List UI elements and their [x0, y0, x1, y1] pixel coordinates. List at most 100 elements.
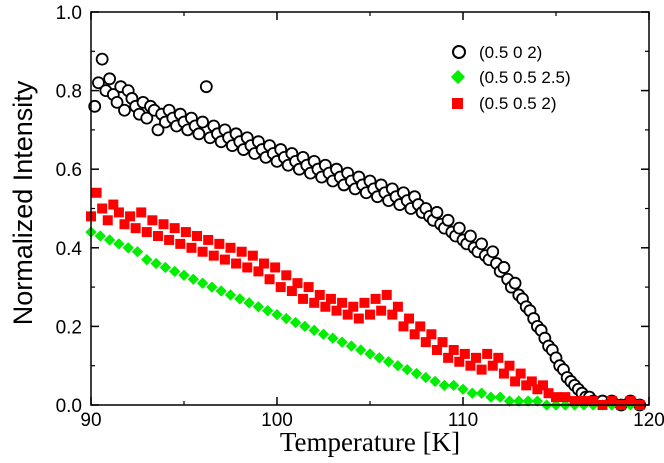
data-point-05052 [264, 274, 275, 285]
data-point-050525 [364, 348, 376, 360]
data-point-05052 [376, 305, 387, 316]
data-point-0502 [452, 221, 466, 235]
data-point-05052 [359, 297, 370, 308]
data-point-050525 [150, 257, 162, 270]
data-point-05052 [487, 360, 498, 371]
data-point-05052 [415, 321, 426, 332]
data-point-05052 [537, 380, 548, 391]
data-point-05052 [409, 329, 420, 340]
data-point-050525 [159, 261, 172, 274]
x-tick-label: 90 [80, 410, 101, 431]
data-point-05052 [214, 238, 225, 249]
data-point-05052 [420, 337, 431, 348]
data-point-05052 [348, 301, 359, 312]
data-point-05052 [387, 309, 398, 320]
data-point-05052 [219, 254, 230, 265]
y-tick-label: 0.0 [56, 396, 82, 417]
legend-marker-green-diamond [450, 69, 466, 85]
data-point-050525 [234, 293, 246, 305]
x-tick-label: 100 [261, 410, 293, 431]
data-point-05052 [454, 356, 465, 367]
data-point-050525 [131, 246, 144, 258]
data-point-0502 [140, 111, 154, 125]
data-point-050525 [262, 305, 274, 317]
data-point-05052 [136, 207, 147, 218]
data-point-050525 [355, 344, 367, 356]
data-point-0502 [464, 229, 477, 243]
data-point-050525 [206, 281, 218, 293]
data-point-05052 [459, 348, 470, 359]
data-point-05052 [125, 211, 136, 222]
data-point-05052 [203, 234, 214, 245]
legend-marker-open-circle [452, 45, 466, 59]
data-point-05052 [543, 388, 554, 399]
data-point-050525 [169, 265, 181, 278]
data-point-05052 [197, 246, 208, 257]
data-point-05052 [448, 344, 459, 355]
data-point-05052 [169, 223, 180, 234]
data-point-050525 [345, 340, 358, 352]
data-point-0502 [508, 276, 522, 290]
data-point-0502 [103, 72, 116, 86]
legend-marker-red-square [452, 98, 463, 109]
data-point-050525 [457, 383, 469, 395]
tick-labels: 90 100 110 120 0.0 0.2 0.4 0.6 0.8 1.0 [56, 3, 664, 431]
data-point-05052 [141, 227, 152, 238]
data-point-05052 [247, 250, 258, 261]
data-point-05052 [398, 321, 409, 332]
data-point-050525 [401, 363, 413, 376]
data-point-050525 [196, 277, 209, 289]
data-point-05052 [97, 203, 108, 214]
data-point-05052 [236, 246, 247, 257]
data-point-05052 [337, 297, 348, 308]
data-point-05052 [331, 305, 342, 316]
data-point-050525 [252, 301, 265, 313]
data-point-0502 [486, 245, 500, 259]
data-point-05052 [309, 297, 320, 308]
data-point-05052 [510, 376, 521, 387]
data-point-05052 [147, 215, 158, 226]
data-point-05052 [258, 258, 269, 269]
data-point-05052 [102, 215, 113, 226]
data-point-05052 [431, 344, 442, 355]
data-point-05052 [225, 242, 236, 253]
data-point-05052 [370, 293, 381, 304]
data-point-050525 [392, 360, 404, 372]
data-point-05052 [569, 396, 580, 407]
data-point-05052 [303, 282, 314, 293]
data-point-050525 [373, 352, 385, 364]
data-point-0502 [497, 261, 511, 274]
data-point-05052 [578, 396, 589, 407]
data-point-05052 [242, 262, 253, 273]
data-point-050525 [420, 371, 432, 384]
data-point-05052 [164, 234, 175, 245]
data-point-05052 [286, 286, 297, 297]
data-point-0502 [475, 237, 489, 251]
data-point-05052 [365, 309, 375, 320]
data-point-05052 [471, 352, 482, 363]
x-tick-label: 110 [448, 410, 478, 431]
legend-label-0502: (0.5 0 2) [479, 43, 542, 62]
data-point-05052 [504, 360, 515, 371]
data-point-05052 [560, 392, 571, 403]
data-point-05052 [482, 348, 493, 359]
data-point-050525 [438, 379, 451, 392]
data-point-050525 [531, 395, 544, 407]
data-point-050525 [494, 391, 506, 403]
data-point-050525 [336, 336, 348, 348]
data-point-05052 [404, 313, 415, 324]
data-point-05052 [498, 368, 509, 379]
data-point-05052 [493, 352, 504, 363]
data-point-05052 [526, 376, 537, 387]
data-point-050525 [327, 332, 339, 344]
data-point-05052 [275, 282, 286, 293]
data-point-050525 [382, 356, 395, 368]
data-point-050525 [289, 316, 302, 329]
data-point-05052 [437, 337, 448, 348]
data-point-0502 [199, 80, 213, 94]
data-point-0502 [118, 103, 131, 117]
data-point-050525 [271, 308, 283, 321]
data-point-050525 [475, 387, 488, 399]
data-point-05052 [392, 301, 403, 312]
